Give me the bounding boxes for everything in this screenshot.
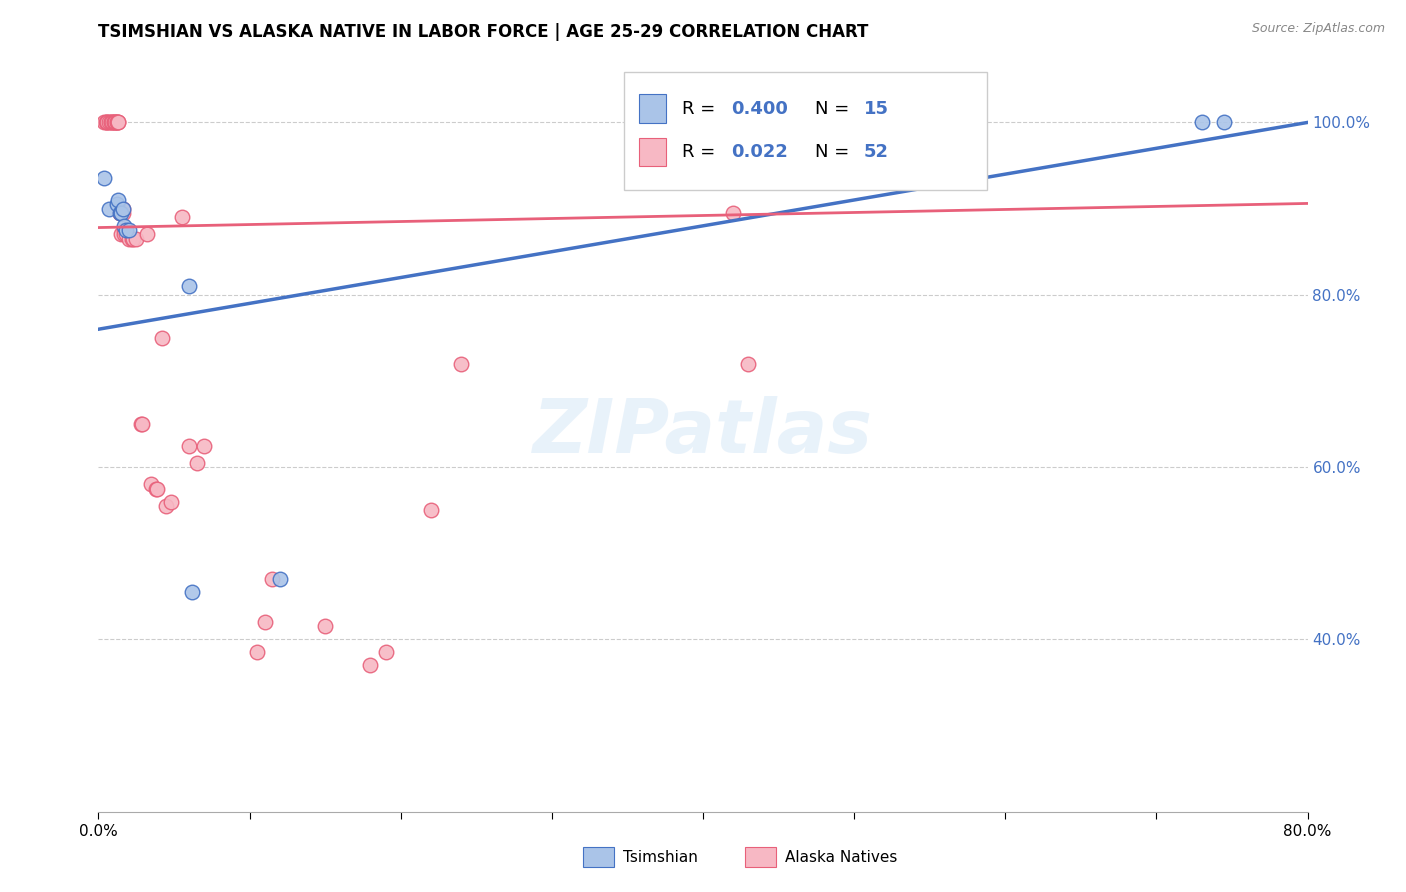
Text: Alaska Natives: Alaska Natives <box>785 850 897 864</box>
Point <box>96 115 118 129</box>
FancyBboxPatch shape <box>624 72 987 190</box>
Point <box>253 615 276 630</box>
Point <box>314 619 336 633</box>
Point <box>118 223 141 237</box>
Point <box>374 645 396 659</box>
Point <box>131 417 153 431</box>
Point <box>104 115 127 129</box>
Text: Tsimshian: Tsimshian <box>623 850 697 864</box>
Point <box>110 227 132 242</box>
Point <box>737 357 759 371</box>
Point <box>179 279 201 293</box>
Point <box>110 206 132 220</box>
Point <box>98 115 121 129</box>
Point <box>129 417 152 431</box>
Point <box>150 331 173 345</box>
FancyBboxPatch shape <box>583 847 614 867</box>
Point <box>107 193 129 207</box>
Point <box>135 227 157 242</box>
Text: TSIMSHIAN VS ALASKA NATIVE IN LABOR FORCE | AGE 25-29 CORRELATION CHART: TSIMSHIAN VS ALASKA NATIVE IN LABOR FORC… <box>98 23 869 41</box>
Point <box>193 438 215 452</box>
Point <box>145 482 167 496</box>
Point <box>246 645 269 659</box>
FancyBboxPatch shape <box>638 95 665 123</box>
Point <box>107 115 129 129</box>
Point <box>146 482 169 496</box>
FancyBboxPatch shape <box>638 137 665 167</box>
Point <box>98 202 121 216</box>
Point <box>103 115 125 129</box>
Point <box>93 171 115 186</box>
Point <box>1191 115 1213 129</box>
Point <box>96 115 118 129</box>
Point <box>450 357 472 371</box>
Text: 52: 52 <box>863 143 889 161</box>
Point <box>114 227 136 242</box>
Point <box>100 115 122 129</box>
Point <box>111 202 134 216</box>
Text: 0.022: 0.022 <box>731 143 787 161</box>
Point <box>360 658 382 673</box>
Point <box>111 206 134 220</box>
Point <box>112 227 135 242</box>
Point <box>108 206 131 220</box>
Point <box>105 115 128 129</box>
Text: Source: ZipAtlas.com: Source: ZipAtlas.com <box>1251 22 1385 36</box>
Text: R =: R = <box>682 100 721 118</box>
Point <box>110 206 132 220</box>
Point <box>108 206 131 220</box>
Point <box>121 232 143 246</box>
Point <box>420 503 443 517</box>
Text: ZIPatlas: ZIPatlas <box>533 396 873 469</box>
Point <box>112 219 135 233</box>
Point <box>186 456 208 470</box>
Text: R =: R = <box>682 143 721 161</box>
Point <box>160 494 183 508</box>
Point <box>104 115 127 129</box>
Point <box>114 223 136 237</box>
Point <box>723 206 745 220</box>
Point <box>122 232 145 246</box>
Point <box>112 223 135 237</box>
Point <box>105 197 128 211</box>
Point <box>93 115 115 129</box>
FancyBboxPatch shape <box>745 847 776 867</box>
Point <box>181 585 204 599</box>
Point <box>118 232 141 246</box>
Point <box>101 115 124 129</box>
Point <box>155 499 177 513</box>
Text: N =: N = <box>815 143 855 161</box>
Point <box>111 202 134 216</box>
Point <box>94 115 117 129</box>
Point <box>103 115 125 129</box>
Point <box>105 115 128 129</box>
Point <box>1213 115 1236 129</box>
Text: 0.400: 0.400 <box>731 100 787 118</box>
Text: N =: N = <box>815 100 855 118</box>
Point <box>179 438 201 452</box>
Point <box>170 211 193 225</box>
Text: 15: 15 <box>863 100 889 118</box>
Point <box>141 477 163 491</box>
Point <box>262 572 284 586</box>
Point <box>269 572 291 586</box>
Point <box>100 115 122 129</box>
Point <box>108 206 131 220</box>
Point <box>107 115 129 129</box>
Point <box>125 232 148 246</box>
